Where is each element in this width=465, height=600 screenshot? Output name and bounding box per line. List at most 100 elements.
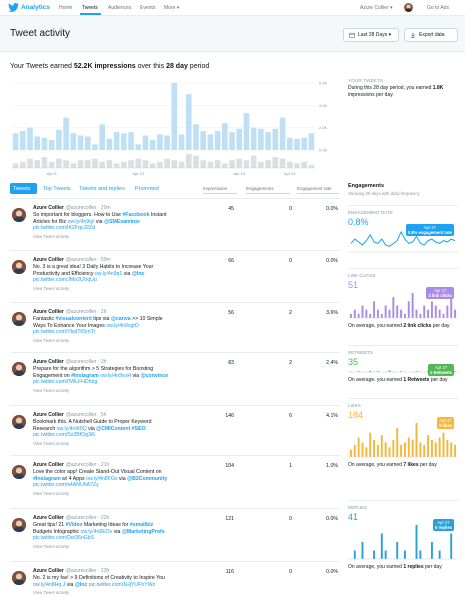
impressions-bar[interactable] bbox=[70, 133, 77, 150]
tweet-link[interactable]: pic.twitter.com/1HjYUFhYWz bbox=[88, 581, 156, 588]
tab-top-tweets[interactable]: Top Tweets bbox=[43, 185, 71, 192]
replies-bar[interactable] bbox=[361, 542, 364, 559]
author-name[interactable]: Azure Collier bbox=[33, 515, 64, 521]
column-impressions[interactable]: Impressions bbox=[203, 186, 237, 194]
link-clicks-bar[interactable] bbox=[438, 309, 441, 318]
likes-bar[interactable] bbox=[454, 444, 457, 457]
author-avatar[interactable] bbox=[12, 415, 26, 429]
link-clicks-bar[interactable] bbox=[396, 305, 399, 319]
impressions-bar[interactable] bbox=[63, 117, 69, 150]
impressions-bar[interactable] bbox=[286, 137, 293, 150]
impressions-bar[interactable] bbox=[106, 138, 113, 150]
replies-bar[interactable] bbox=[430, 542, 433, 559]
impressions-bar[interactable] bbox=[157, 134, 163, 150]
tweet-entity[interactable]: #Instagram bbox=[33, 475, 61, 482]
likes-bar[interactable] bbox=[388, 447, 391, 457]
impressions-bar[interactable] bbox=[128, 132, 134, 150]
export-data-button[interactable]: Export data bbox=[404, 28, 458, 42]
impressions-bar[interactable] bbox=[164, 135, 170, 150]
tweet-link[interactable]: pic.twitter.com/x4ANUhA7Zy bbox=[33, 482, 99, 488]
replies-bar[interactable] bbox=[419, 550, 422, 560]
tweet-row[interactable]: Azure Collier @azurecollier · 5h Bookmark … bbox=[10, 405, 340, 455]
link-clicks-bar[interactable] bbox=[373, 301, 376, 318]
retweets-bar[interactable] bbox=[415, 371, 418, 372]
link-clicks-bar[interactable] bbox=[365, 309, 368, 318]
link-clicks-bar[interactable] bbox=[446, 305, 449, 319]
tweet-row[interactable]: Azure Collier @azurecollier · 3h Prepare f… bbox=[10, 352, 340, 405]
link-clicks-bar[interactable] bbox=[349, 313, 352, 318]
impressions-bar[interactable] bbox=[12, 133, 19, 150]
impressions-bar[interactable] bbox=[200, 131, 206, 150]
link-clicks-bar[interactable] bbox=[388, 309, 391, 318]
likes-bar[interactable] bbox=[419, 442, 422, 457]
replies-bar[interactable] bbox=[380, 533, 383, 560]
tab-tweets[interactable]: Tweets bbox=[10, 183, 37, 194]
replies-bar[interactable] bbox=[384, 550, 387, 560]
tweet-link[interactable]: pic.twitter.com/Sx2BfOg3i6 bbox=[33, 432, 95, 438]
tweet-entity[interactable]: @convince bbox=[140, 372, 169, 379]
likes-bar[interactable] bbox=[430, 440, 433, 457]
tweet-row[interactable]: Azure Collier @azurecollier · 2h Fantastic… bbox=[10, 302, 340, 352]
replies-bar[interactable] bbox=[373, 550, 376, 560]
tab-tweets-and-replies[interactable]: Tweets and replies bbox=[79, 185, 125, 192]
likes-bar[interactable] bbox=[384, 442, 387, 457]
impressions-bar[interactable] bbox=[308, 133, 315, 150]
tweet-link[interactable]: ow.ly/4n9q1 bbox=[94, 270, 123, 277]
author-name[interactable]: Azure Collier bbox=[33, 205, 64, 211]
nav-tab-events[interactable]: Events bbox=[140, 5, 156, 11]
tweet-link[interactable]: pic.twitter.com/lK2FqcJ2Zd bbox=[33, 225, 95, 231]
tweet-link[interactable]: ow.ly/4n9xgtO bbox=[106, 322, 139, 329]
view-tweet-activity-link[interactable]: View Tweet activity bbox=[33, 285, 70, 291]
column-engagement-rate[interactable]: Engagement rate bbox=[297, 186, 339, 194]
tweet-entity[interactable]: #visualcontent bbox=[55, 316, 92, 322]
column-engagements[interactable]: Engagements bbox=[246, 186, 290, 194]
tweet-link[interactable]: ow.ly/4n8Hq J bbox=[33, 581, 66, 588]
tweet-row[interactable]: Azure Collier @azurecollier · 22h Great ti… bbox=[10, 508, 340, 561]
impressions-bar[interactable] bbox=[41, 137, 48, 150]
author-name[interactable]: Azure Collier bbox=[33, 257, 64, 263]
retweets-bar[interactable] bbox=[376, 371, 379, 372]
author-avatar[interactable] bbox=[12, 260, 26, 274]
impressions-bar[interactable] bbox=[250, 127, 257, 150]
author-avatar[interactable] bbox=[12, 571, 26, 585]
likes-bar[interactable] bbox=[380, 435, 383, 457]
impressions-bar[interactable] bbox=[92, 144, 98, 150]
impressions-bar[interactable] bbox=[279, 117, 286, 150]
impressions-bar[interactable] bbox=[301, 137, 307, 150]
impressions-bar[interactable] bbox=[48, 139, 55, 150]
impressions-bar[interactable] bbox=[207, 134, 214, 150]
link-clicks-bar[interactable] bbox=[369, 313, 372, 318]
impressions-bar[interactable] bbox=[236, 128, 243, 150]
likes-bar[interactable] bbox=[446, 440, 449, 457]
author-name[interactable]: Azure Collier bbox=[33, 412, 64, 418]
replies-bar[interactable] bbox=[353, 550, 356, 560]
likes-bar[interactable] bbox=[365, 447, 368, 457]
author-name[interactable]: Azure Collier bbox=[33, 359, 64, 365]
impressions-bar[interactable] bbox=[84, 136, 91, 150]
link-clicks-bar[interactable] bbox=[419, 313, 422, 318]
impressions-bar[interactable] bbox=[171, 83, 178, 150]
likes-bar[interactable] bbox=[376, 444, 379, 457]
link-clicks-bar[interactable] bbox=[450, 297, 453, 318]
impressions-bar[interactable] bbox=[294, 138, 300, 150]
author-avatar[interactable] bbox=[12, 518, 26, 532]
link-clicks-bar[interactable] bbox=[380, 313, 383, 318]
tweet-entity[interactable]: @Inc bbox=[74, 581, 88, 588]
author-avatar[interactable] bbox=[12, 208, 26, 222]
likes-bar[interactable] bbox=[400, 444, 403, 457]
author-avatar[interactable] bbox=[12, 362, 26, 376]
account-menu[interactable]: Azure Collier ▾ bbox=[360, 5, 393, 11]
impressions-bar[interactable] bbox=[77, 135, 84, 150]
view-tweet-activity-link[interactable]: View Tweet activity bbox=[33, 590, 70, 595]
go-to-ads-link[interactable]: Go to Ads bbox=[427, 5, 449, 11]
tweet-entity[interactable]: #Facebook bbox=[122, 212, 150, 218]
user-avatar[interactable] bbox=[404, 3, 413, 12]
tweet-row[interactable]: Azure Collier @azurecollier · 59m No. 3 is… bbox=[10, 250, 340, 302]
view-tweet-activity-link[interactable]: View Tweet activity bbox=[33, 440, 70, 446]
replies-bar[interactable] bbox=[396, 542, 399, 559]
link-clicks-bar[interactable] bbox=[411, 293, 414, 318]
author-name[interactable]: Azure Collier bbox=[33, 568, 64, 574]
tweet-entity[interactable]: @MarketingProfs bbox=[121, 528, 165, 535]
nav-tab-audiences[interactable]: Audiences bbox=[108, 5, 132, 11]
impressions-bar[interactable] bbox=[214, 131, 221, 150]
